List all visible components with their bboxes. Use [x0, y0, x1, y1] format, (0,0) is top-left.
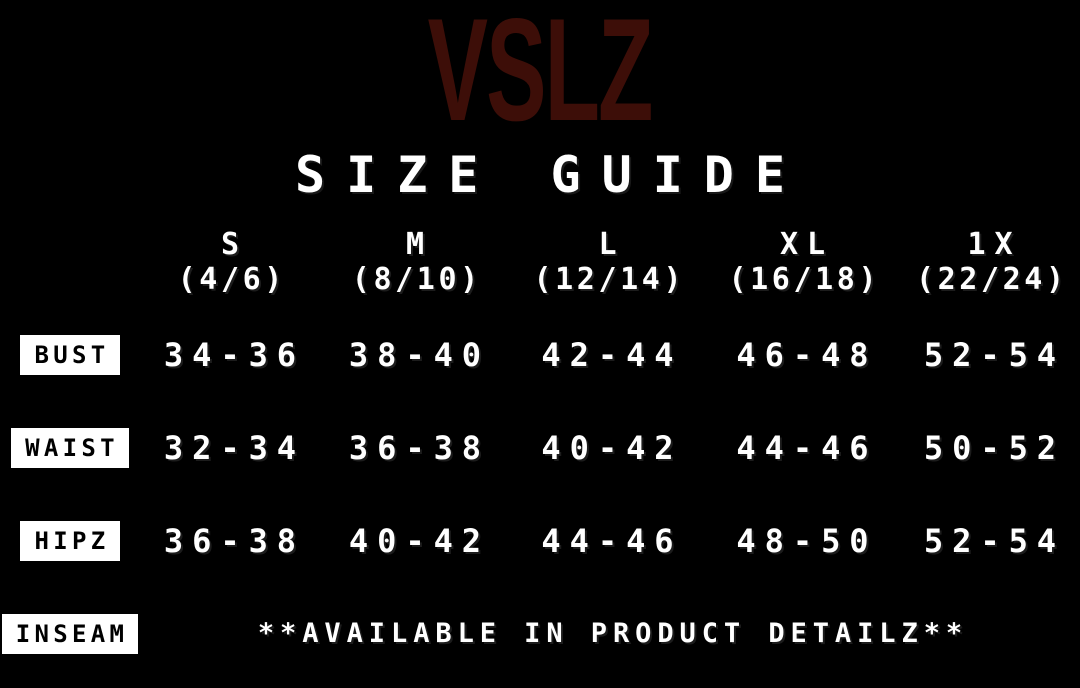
column-header-l: L (12/14) — [510, 218, 705, 308]
column-range-label: (8/10) — [351, 262, 482, 297]
row-label-hipz: HIPZ — [20, 520, 120, 561]
column-size-label: M — [405, 227, 434, 262]
column-size-label: 1X — [967, 227, 1022, 262]
size-value: 34-36 — [163, 335, 306, 374]
size-table: S (4/6) M (8/10) L (12/14) XL (16/18) 1X… — [0, 218, 1080, 680]
column-range-label: (16/18) — [728, 262, 881, 297]
table-row-bust-label-cell: BUST — [0, 308, 140, 401]
table-row-inseam-label-cell: INSEAM — [0, 587, 140, 680]
hipz-value-xl: 48-50 — [705, 494, 900, 587]
column-range-label: (4/6) — [177, 262, 286, 297]
size-value: 38-40 — [348, 335, 491, 374]
table-row-hipz-label-cell: HIPZ — [0, 494, 140, 587]
hipz-value-1x: 52-54 — [900, 494, 1080, 587]
hipz-value-m: 40-42 — [320, 494, 510, 587]
column-size-label: S — [220, 227, 249, 262]
column-header-xl: XL (16/18) — [705, 218, 900, 308]
column-header-s: S (4/6) — [140, 218, 320, 308]
size-value: 46-48 — [736, 335, 878, 374]
size-value: 52-54 — [923, 335, 1066, 374]
size-value: 36-38 — [348, 428, 491, 467]
row-label-inseam: INSEAM — [1, 613, 139, 654]
column-size-label: XL — [779, 227, 835, 262]
column-range-label: (12/14) — [533, 262, 686, 297]
size-value: 50-52 — [923, 428, 1066, 467]
waist-value-xl: 44-46 — [705, 401, 900, 494]
waist-value-l: 40-42 — [510, 401, 705, 494]
header-spacer — [0, 218, 140, 308]
hipz-value-l: 44-46 — [510, 494, 705, 587]
size-value: 32-34 — [163, 428, 306, 467]
size-value: 42-44 — [541, 335, 683, 374]
bust-value-1x: 52-54 — [900, 308, 1080, 401]
page-title: SIZE GUIDE — [294, 146, 807, 204]
inseam-note-cell: **AVAILABLE IN PRODUCT DETAILZ** — [140, 587, 1080, 680]
waist-value-m: 36-38 — [320, 401, 510, 494]
waist-value-s: 32-34 — [140, 401, 320, 494]
table-row-waist-label-cell: WAIST — [0, 401, 140, 494]
size-value: 52-54 — [923, 521, 1066, 560]
bust-value-l: 42-44 — [510, 308, 705, 401]
size-value: 40-42 — [348, 521, 491, 560]
row-label-waist: WAIST — [11, 427, 129, 468]
brand-logo: VSLZ — [428, 0, 654, 151]
column-header-m: M (8/10) — [320, 218, 510, 308]
waist-value-1x: 50-52 — [900, 401, 1080, 494]
bust-value-xl: 46-48 — [705, 308, 900, 401]
size-value: 40-42 — [541, 428, 683, 467]
size-value: 44-46 — [736, 428, 878, 467]
column-range-label: (22/24) — [915, 262, 1068, 297]
size-value: 48-50 — [736, 521, 878, 560]
size-value: 44-46 — [541, 521, 683, 560]
bust-value-s: 34-36 — [140, 308, 320, 401]
size-value: 36-38 — [163, 521, 306, 560]
hipz-value-s: 36-38 — [140, 494, 320, 587]
bust-value-m: 38-40 — [320, 308, 510, 401]
row-label-bust: BUST — [20, 334, 120, 375]
brand-header: VSLZ — [0, 0, 1080, 143]
column-size-label: L — [598, 227, 626, 262]
inseam-availability-note: **AVAILABLE IN PRODUCT DETAILZ** — [257, 618, 969, 649]
column-header-1x: 1X (22/24) — [900, 218, 1080, 308]
title-row: SIZE GUIDE — [0, 136, 1080, 214]
